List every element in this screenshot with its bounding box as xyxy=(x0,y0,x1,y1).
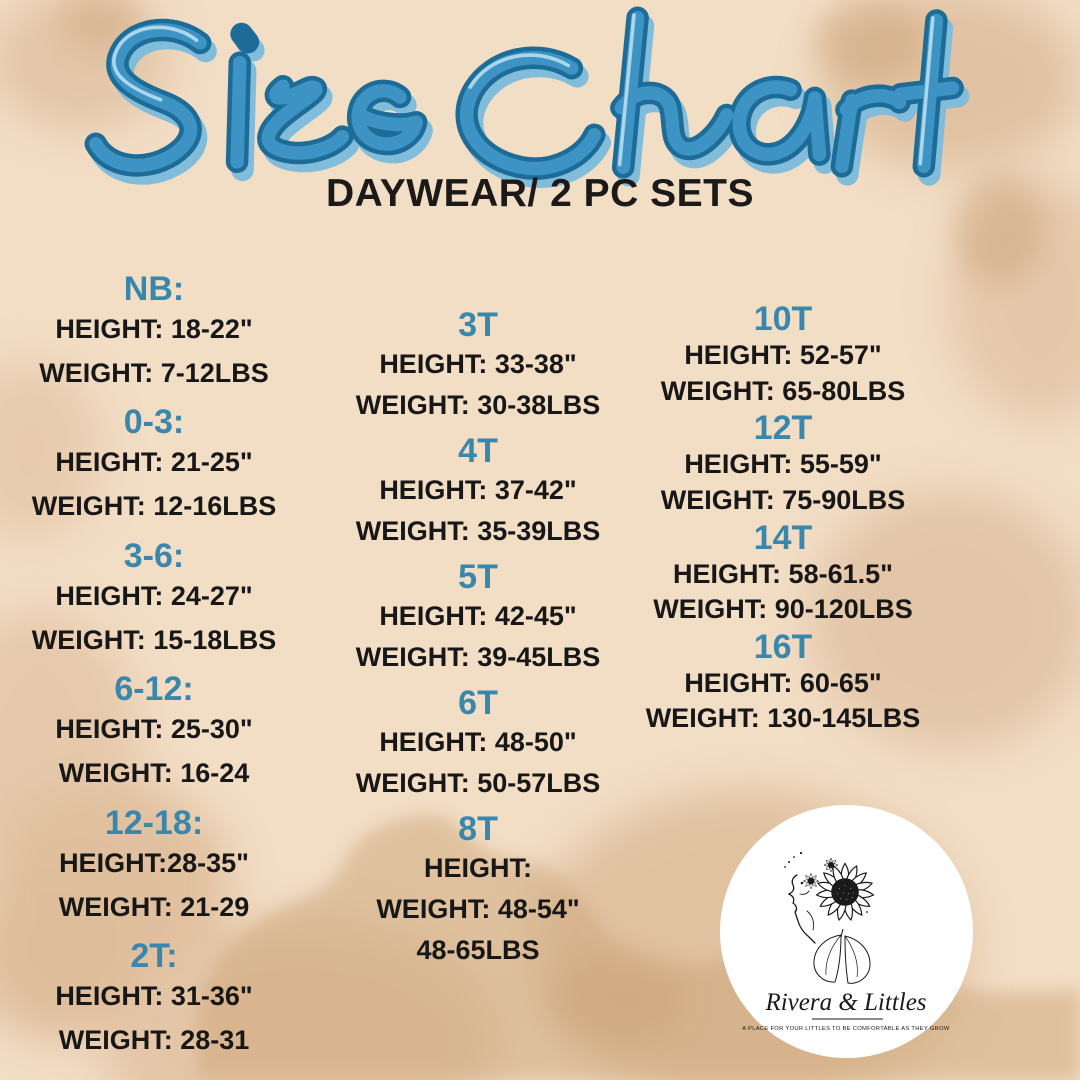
svg-text:A PLACE FOR YOUR LITTLES TO BE: A PLACE FOR YOUR LITTLES TO BE COMFORTAB… xyxy=(742,1026,950,1032)
svg-text:Rivera & Littles: Rivera & Littles xyxy=(764,989,926,1016)
